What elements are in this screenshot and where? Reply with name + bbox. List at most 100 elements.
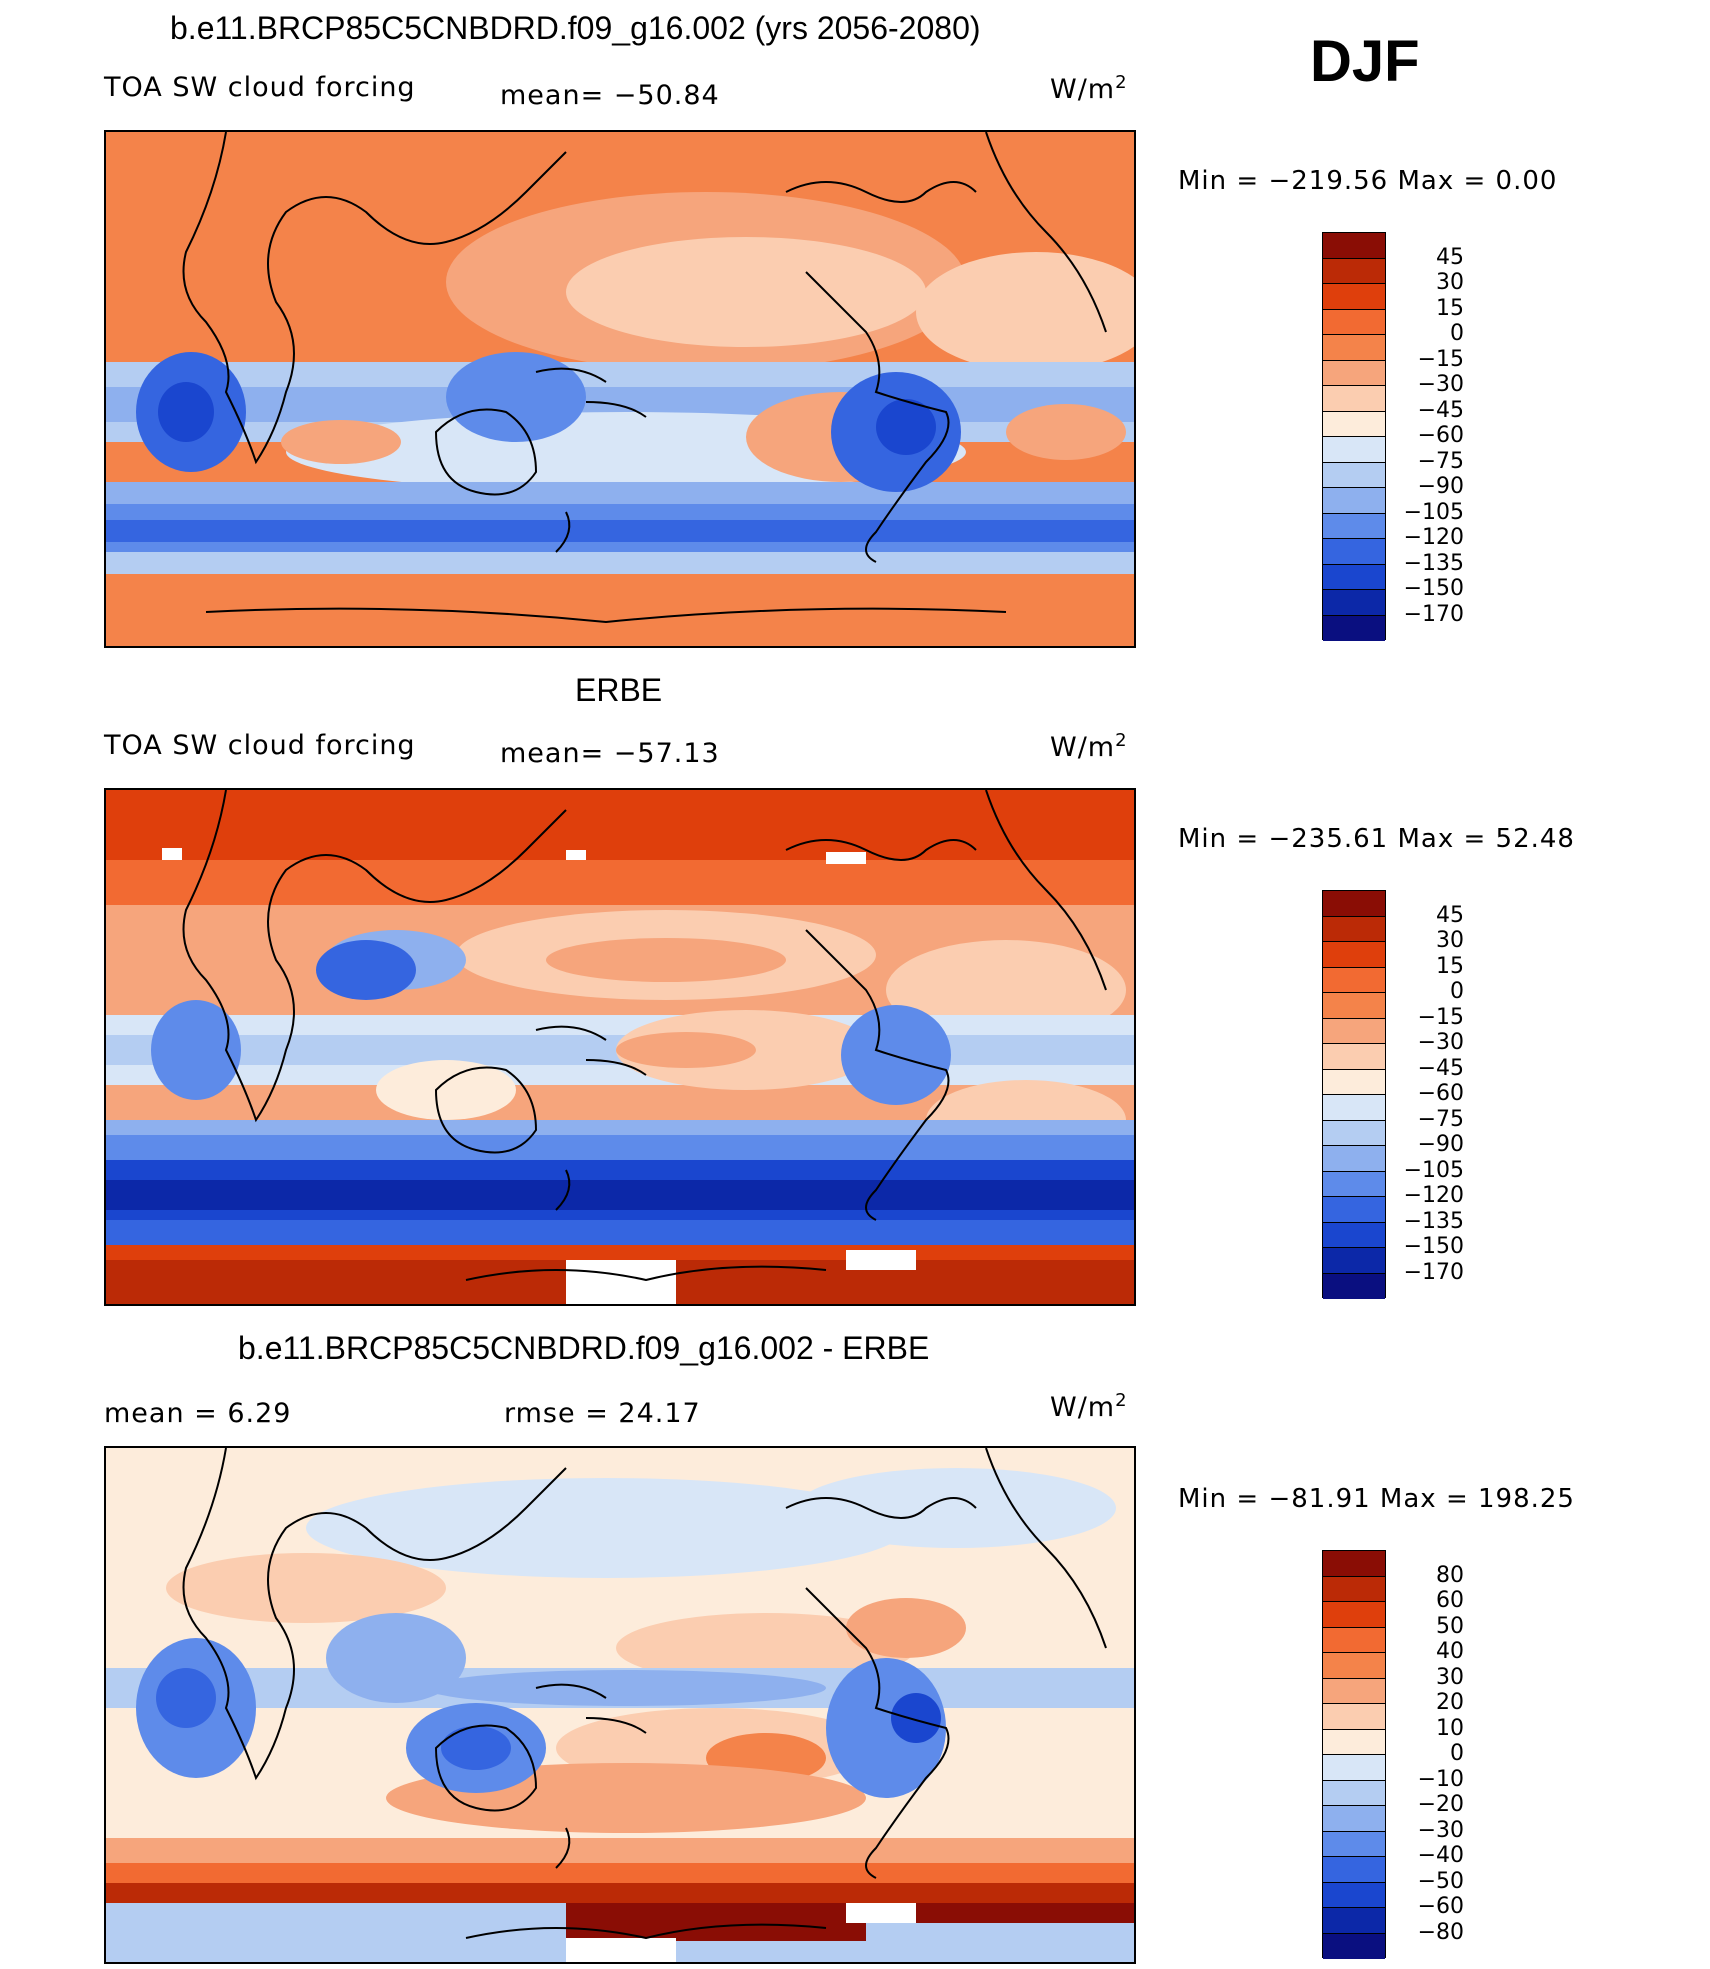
panel1-colorbar-labels: 45 30 15 0 −15 −30 −45 −60 −75 −90 −105 −120 −135 −15… — [1392, 232, 1464, 640]
panel3-minmax: Min = −81.91 Max = 198.25 — [1178, 1484, 1575, 1514]
colorbar-tick-label: 45 — [1436, 244, 1464, 270]
panel2-map — [104, 788, 1136, 1306]
colorbar-box — [1323, 284, 1385, 310]
colorbar-box — [1323, 1018, 1385, 1044]
colorbar-box — [1323, 1831, 1385, 1857]
colorbar-box — [1323, 411, 1385, 437]
colorbar-box — [1323, 942, 1385, 968]
colorbar-box — [1323, 1806, 1385, 1832]
colorbar-box — [1323, 590, 1385, 616]
colorbar-tick-label: −15 — [1417, 346, 1464, 372]
colorbar-box — [1323, 1576, 1385, 1602]
colorbar-box — [1323, 1044, 1385, 1070]
panel2-subtitle: TOA SW cloud forcing — [104, 730, 416, 761]
colorbar-tick-label: −80 — [1417, 1919, 1464, 1945]
colorbar-tick-label: −75 — [1417, 448, 1464, 474]
colorbar-tick-label: −90 — [1417, 1132, 1464, 1157]
colorbar-box — [1323, 1222, 1385, 1248]
colorbar-tick-label: −75 — [1417, 1106, 1464, 1132]
colorbar-box — [1323, 1678, 1385, 1704]
panel1-mean: mean= −50.84 — [500, 80, 720, 111]
colorbar-tick-label: 40 — [1436, 1639, 1464, 1664]
colorbar-box — [1323, 1908, 1385, 1934]
colorbar-tick-label: 0 — [1450, 1741, 1464, 1766]
panel3-colorbar-labels: 80 60 50 40 30 20 10 0 −10 −20 −30 −40 −50 −60 −80 — [1392, 1550, 1464, 1958]
colorbar-box — [1323, 488, 1385, 514]
colorbar-tick-label: −135 — [1403, 1208, 1464, 1234]
colorbar-tick-label: 15 — [1436, 953, 1464, 979]
colorbar-tick-label: −50 — [1417, 1868, 1464, 1894]
colorbar-tick-label: 20 — [1436, 1690, 1464, 1715]
colorbar-box — [1323, 360, 1385, 386]
colorbar-box — [1323, 1933, 1385, 1959]
panel2-title: ERBE — [575, 672, 663, 708]
colorbar-tick-label: −45 — [1417, 397, 1464, 423]
panel3-title: b.e11.BRCP85C5CNBDRD.f09_g16.002 - ERBE — [238, 1330, 930, 1366]
panel3-units: W/m2 — [1050, 1390, 1128, 1423]
colorbar-box — [1323, 1653, 1385, 1679]
colorbar-box — [1323, 1704, 1385, 1730]
colorbar-tick-label: −15 — [1417, 1004, 1464, 1030]
colorbar-box — [1323, 564, 1385, 590]
colorbar-tick-label: 30 — [1436, 1664, 1464, 1690]
colorbar-tick-label: 0 — [1450, 979, 1464, 1004]
colorbar-box — [1323, 539, 1385, 565]
colorbar-tick-label: −60 — [1417, 423, 1464, 448]
colorbar-tick-label: 80 — [1436, 1562, 1464, 1588]
colorbar-tick-label: −60 — [1417, 1081, 1464, 1106]
colorbar-box — [1323, 1069, 1385, 1095]
colorbar-box — [1323, 462, 1385, 488]
colorbar-box — [1323, 437, 1385, 463]
colorbar-box — [1323, 1627, 1385, 1653]
colorbar-tick-label: 45 — [1436, 902, 1464, 928]
panel2-minmax: Min = −235.61 Max = 52.48 — [1178, 824, 1575, 854]
panel3-colorbar — [1322, 1550, 1386, 1959]
colorbar-box — [1323, 1273, 1385, 1299]
panel3-rmse: rmse = 24.17 — [504, 1398, 701, 1429]
colorbar-box — [1323, 1602, 1385, 1628]
colorbar-box — [1323, 967, 1385, 993]
colorbar-tick-label: 60 — [1436, 1588, 1464, 1613]
panel1-map — [104, 130, 1136, 648]
colorbar-box — [1323, 386, 1385, 412]
colorbar-tick-label: 10 — [1436, 1715, 1464, 1741]
colorbar-box — [1323, 1197, 1385, 1223]
colorbar-tick-label: −90 — [1417, 474, 1464, 499]
colorbar-box — [1323, 258, 1385, 284]
colorbar-tick-label: −105 — [1403, 499, 1464, 525]
colorbar-tick-label: −30 — [1417, 1817, 1464, 1843]
colorbar-tick-label: −170 — [1403, 601, 1464, 627]
colorbar-box — [1323, 891, 1385, 917]
panel3-map — [104, 1446, 1136, 1964]
colorbar-tick-label: −40 — [1417, 1843, 1464, 1868]
colorbar-box — [1323, 233, 1385, 259]
colorbar-tick-label: 0 — [1450, 321, 1464, 346]
panel1-colorbar — [1322, 232, 1386, 641]
colorbar-tick-label: 30 — [1436, 928, 1464, 953]
colorbar-tick-label: −120 — [1403, 525, 1464, 550]
colorbar-box — [1323, 1248, 1385, 1274]
panel2-mean: mean= −57.13 — [500, 738, 720, 769]
season-label: DJF — [1310, 29, 1420, 94]
colorbar-tick-label: −30 — [1417, 372, 1464, 397]
colorbar-tick-label: −170 — [1403, 1259, 1464, 1285]
panel1-minmax: Min = −219.56 Max = 0.00 — [1178, 166, 1558, 196]
panel3-mean: mean = 6.29 — [104, 1398, 292, 1429]
colorbar-box — [1323, 1171, 1385, 1197]
colorbar-box — [1323, 1882, 1385, 1908]
panel2-units: W/m2 — [1050, 730, 1128, 763]
colorbar-box — [1323, 513, 1385, 539]
colorbar-box — [1323, 1729, 1385, 1755]
colorbar-tick-label: 50 — [1436, 1613, 1464, 1639]
colorbar-tick-label: −10 — [1417, 1766, 1464, 1792]
colorbar-box — [1323, 993, 1385, 1019]
colorbar-box — [1323, 1095, 1385, 1121]
colorbar-tick-label: 15 — [1436, 295, 1464, 321]
colorbar-tick-label: −105 — [1403, 1157, 1464, 1183]
colorbar-box — [1323, 1857, 1385, 1883]
colorbar-box — [1323, 1780, 1385, 1806]
colorbar-tick-label: −150 — [1403, 1234, 1464, 1259]
colorbar-tick-label: −135 — [1403, 550, 1464, 576]
panel1-units: W/m2 — [1050, 72, 1128, 105]
colorbar-tick-label: −150 — [1403, 576, 1464, 601]
